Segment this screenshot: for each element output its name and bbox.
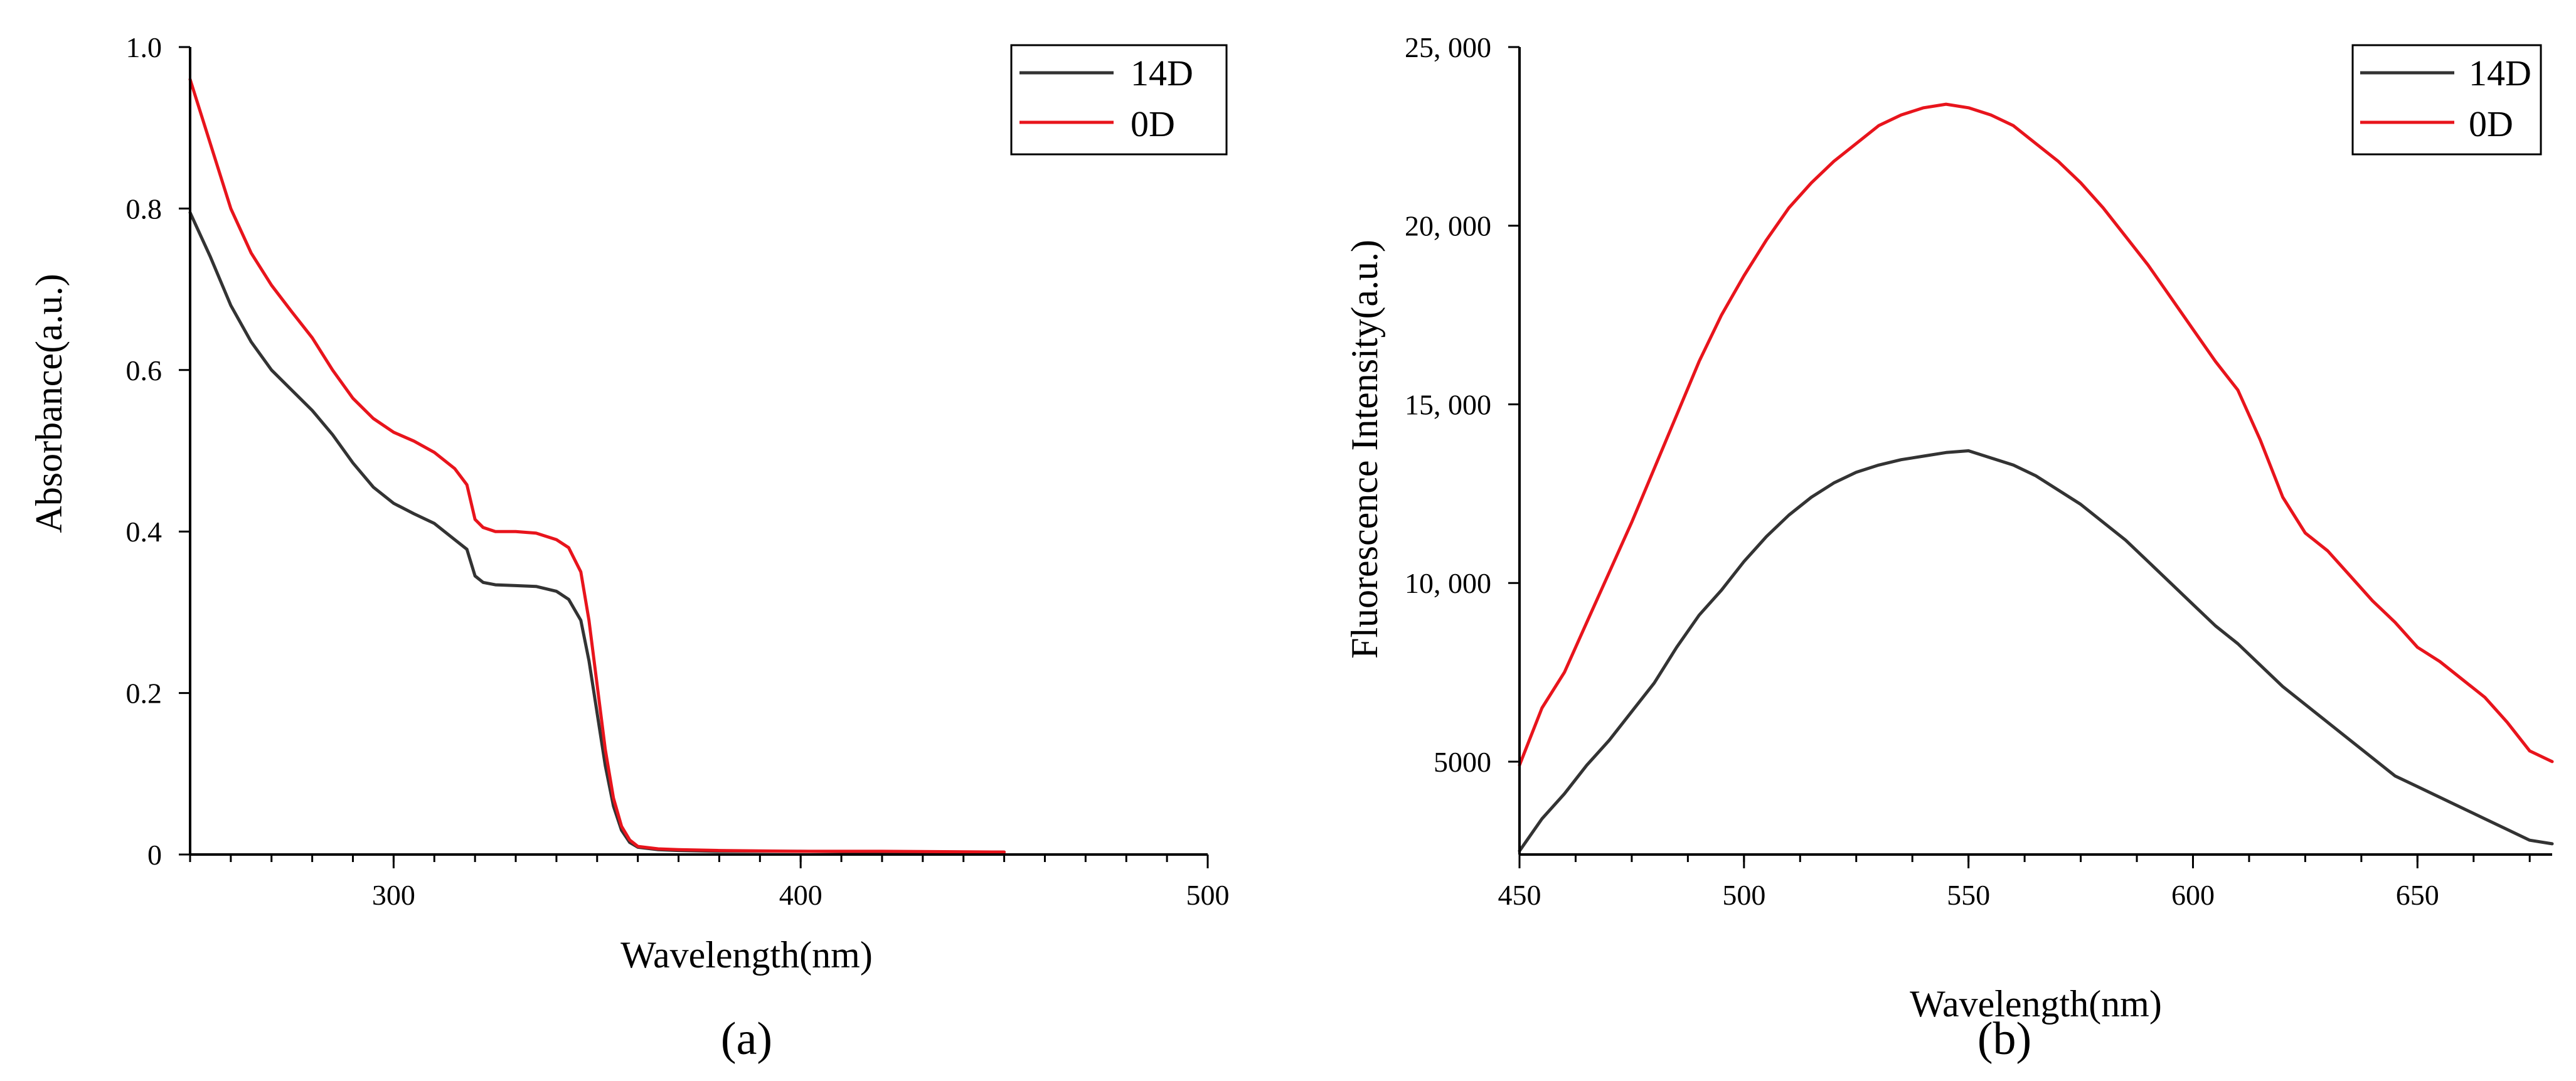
absorbance-x-tick-label: 400 [779,879,822,911]
absorbance-legend-label-0d: 0D [1131,104,1175,144]
absorbance-y-tick-label: 0.6 [126,354,162,386]
absorbance-axes [189,47,1208,856]
fluorescence-y-tick-label: 15, 000 [1405,388,1491,420]
fluorescence-y-axis-title: Fluorescence Intensity(a.u.) [1344,240,1385,659]
fluorescence-x-tick-label: 600 [2171,879,2215,911]
fluorescence-x-tick-label: 650 [2396,879,2439,911]
absorbance-x-tick-label: 300 [372,879,415,911]
fluorescence-legend-label-0d: 0D [2469,104,2513,144]
fluorescence-y-tick-label: 20, 000 [1405,210,1491,242]
absorbance-x-axis-title: Wavelength(nm) [620,934,873,976]
absorbance-legend: 14D 0D [1010,44,1228,156]
absorbance-y-tick-label: 0 [147,839,162,871]
absorbance-series-layer [188,78,1006,854]
absorbance-y-tick-label: 0.8 [126,193,162,225]
fluorescence-ticks: 450 500 550 600 650 5000 10, 000 15, 000 20, 000… [1405,31,2531,911]
absorbance-legend-label-14d: 14D [1131,53,1193,93]
fluorescence-chart: 450 500 550 600 650 5000 10, 000 15, 000 20, 000… [1344,31,2554,1065]
absorbance-legend-box [1010,44,1228,156]
fluorescence-x-tick-label: 450 [1498,879,1541,911]
fluorescence-series-line-14d [1518,449,2554,853]
panel-label-b: (b) [1977,1013,2031,1065]
absorbance-x-tick-label: 500 [1186,879,1230,911]
fluorescence-legend-label-14d: 14D [2469,53,2531,93]
fluorescence-y-tick-label: 10, 000 [1405,567,1491,599]
absorbance-y-tick-label: 1.0 [126,31,162,63]
absorbance-series-line-0d [188,78,1006,854]
absorbance-y-tick-label: 0.4 [126,516,162,548]
fluorescence-axes [1518,47,2552,856]
fluorescence-legend: 14D 0D [2351,44,2542,156]
absorbance-chart: 300 400 500 0 0.2 0.4 0.6 0.8 1.0 Wavelength(nm)… [28,31,1230,1065]
fluorescence-x-tick-label: 550 [1947,879,1990,911]
fluorescence-x-axis-title: Wavelength(nm) [1910,983,2162,1025]
fluorescence-y-tick-label: 5000 [1434,746,1491,778]
absorbance-ticks: 300 400 500 0 0.2 0.4 0.6 0.8 1.0 [126,31,1230,911]
absorbance-y-tick-label: 0.2 [126,678,162,710]
fluorescence-legend-box [2351,44,2542,156]
fluorescence-series-layer [1518,102,2554,853]
fluorescence-y-tick-label: 25, 000 [1405,31,1491,63]
panel-label-a: (a) [721,1013,772,1065]
fluorescence-x-tick-label: 500 [1722,879,1765,911]
fluorescence-series-line-0d [1518,102,2554,767]
absorbance-y-axis-title: Absorbance(a.u.) [28,274,70,533]
